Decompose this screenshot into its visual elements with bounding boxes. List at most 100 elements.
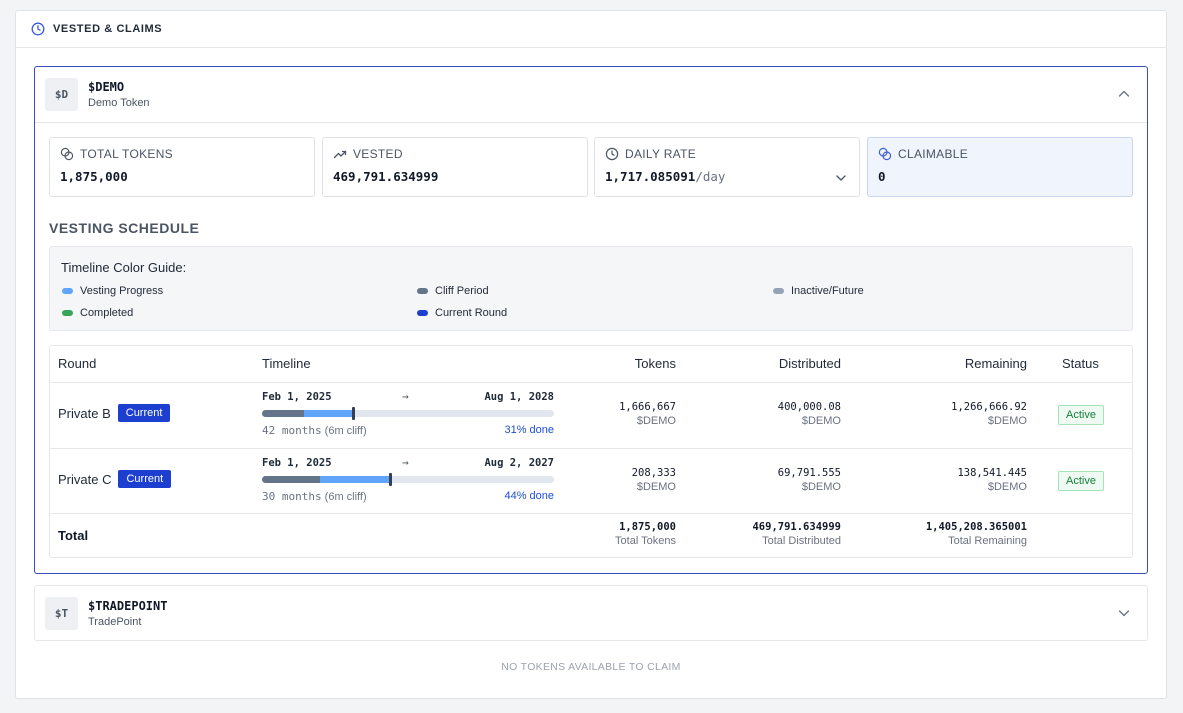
remaining-unit: $DEMO [987, 415, 1027, 427]
legend-cliff-period: Cliff Period [417, 285, 489, 297]
legend-swatch [773, 288, 784, 294]
legend-completed: Completed [62, 307, 133, 319]
chevron-down-icon[interactable] [835, 172, 847, 184]
legend-vesting-progress: Vesting Progress [62, 285, 163, 297]
total-distributed-sub: Total Distributed [762, 535, 841, 547]
legend-swatch [417, 288, 428, 294]
bar-cliff-segment [262, 410, 304, 417]
total-remaining-cell: 1,405,208.365001 Total Remaining [926, 521, 1027, 547]
chevron-down-icon[interactable] [1117, 606, 1131, 620]
divider [50, 382, 1132, 383]
distributed-cell: 400,000.08 $DEMO [778, 401, 841, 427]
legend-label: Inactive/Future [791, 285, 864, 297]
stat-label: DAILY RATE [625, 147, 697, 161]
token-name: TradePoint [88, 615, 142, 628]
distributed-cell: 69,791.555 $DEMO [778, 467, 841, 493]
bar-current-marker [389, 473, 393, 486]
stat-value: 1,875,000 [60, 169, 128, 184]
stat-total-tokens: TOTAL TOKENS 1,875,000 [49, 137, 315, 197]
stat-claimable: CLAIMABLE 0 [867, 137, 1133, 197]
stat-vested: VESTED 469,791.634999 [322, 137, 588, 197]
timeline-cliff: (6m cliff) [324, 491, 367, 503]
total-tokens-cell: 1,875,000 Total Tokens [615, 521, 676, 547]
token-name: Demo Token [88, 97, 150, 109]
timeline-duration: 30 months [262, 490, 322, 503]
panel-header: VESTED & CLAIMS [16, 11, 1166, 48]
legend-label: Current Round [435, 307, 508, 319]
total-tokens-value: 1,875,000 [619, 521, 676, 533]
trending-up-icon [333, 147, 347, 161]
divider [50, 513, 1132, 514]
timeline-bar [262, 407, 554, 420]
bar-cliff-segment [262, 476, 321, 483]
arrow-right-icon: → [402, 456, 409, 469]
timeline-progress-text: 31% done [504, 424, 554, 436]
stat-label: VESTED [353, 147, 403, 161]
remaining-unit: $DEMO [987, 481, 1027, 493]
col-header-remaining: Remaining [964, 356, 1027, 371]
legend-current-round: Current Round [417, 307, 507, 319]
vested-claims-panel: VESTED & CLAIMS $D $DEMO Demo Token TOTA… [15, 10, 1167, 699]
stat-label: TOTAL TOKENS [80, 147, 173, 161]
legend-swatch [417, 310, 428, 316]
stat-value: 1,717.085091 [605, 169, 696, 184]
stats-row: TOTAL TOKENS 1,875,000 VESTED 469,791.63… [49, 137, 1133, 197]
timeline-progress-text: 44% done [504, 490, 554, 502]
legend-swatch [62, 288, 73, 294]
timeline-cliff: (6m cliff) [324, 425, 367, 437]
tokens-value: 1,666,667 [619, 401, 676, 413]
distributed-value: 69,791.555 [777, 467, 841, 479]
clock-icon [31, 22, 45, 36]
total-tokens-sub: Total Tokens [615, 535, 676, 547]
timeline-bar [262, 473, 554, 486]
tokens-unit: $DEMO [636, 481, 676, 493]
remaining-cell: 138,541.445 $DEMO [957, 467, 1027, 493]
stat-value: 0 [878, 169, 886, 184]
total-remaining-value: 1,405,208.365001 [925, 521, 1027, 533]
timeline-start: Feb 1, 2025 [262, 391, 332, 403]
tokens-unit: $DEMO [636, 415, 676, 427]
distributed-unit: $DEMO [801, 481, 841, 493]
total-distributed-value: 469,791.634999 [752, 521, 841, 533]
legend-inactive-future: Inactive/Future [773, 285, 864, 297]
clock-icon [605, 147, 619, 161]
token-card-demo: $D $DEMO Demo Token TOTAL TOKENS 1,875,0… [34, 66, 1148, 574]
legend-label: Vesting Progress [80, 285, 164, 297]
round-name: Private C [58, 471, 112, 487]
stat-unit: /day [695, 169, 726, 184]
timeline-cell: Feb 1, 2025 → Aug 1, 2028 42 months (6m … [262, 390, 554, 437]
arrow-right-icon: → [402, 390, 409, 403]
col-header-status: Status [1062, 356, 1099, 371]
token-card-header[interactable]: $D $DEMO Demo Token [35, 67, 1147, 123]
distributed-value: 400,000.08 [777, 401, 841, 413]
guide-title: Timeline Color Guide: [61, 260, 187, 275]
stat-daily-rate[interactable]: DAILY RATE 1,717.085091/day [594, 137, 860, 197]
round-name: Private B [58, 405, 111, 421]
stat-value: 469,791.634999 [333, 169, 439, 184]
token-avatar: $D [45, 78, 78, 111]
bar-progress-segment [320, 476, 391, 483]
timeline-duration: 42 months [262, 424, 322, 437]
status-badge: Active [1058, 405, 1104, 425]
col-header-round: Round [58, 356, 97, 371]
current-badge: Current [118, 470, 172, 488]
bar-current-marker [351, 407, 355, 420]
remaining-value: 138,541.445 [957, 467, 1027, 479]
coins-icon [878, 147, 892, 161]
col-header-timeline: Timeline [262, 356, 311, 371]
stat-label: CLAIMABLE [898, 147, 969, 161]
total-remaining-sub: Total Remaining [948, 535, 1027, 547]
col-header-distributed: Distributed [778, 356, 841, 371]
divider [50, 448, 1132, 449]
legend-label: Completed [80, 307, 134, 319]
vesting-table: Round Timeline Tokens Distributed Remain… [49, 345, 1133, 558]
token-card-tradepoint[interactable]: $T $TRADEPOINT TradePoint [34, 585, 1148, 641]
token-avatar: $T [45, 596, 78, 630]
tokens-value: 208,333 [631, 467, 676, 479]
timeline-color-guide: Timeline Color Guide: Vesting Progress C… [49, 246, 1133, 331]
remaining-cell: 1,266,666.92 $DEMO [951, 401, 1027, 427]
token-symbol: $TRADEPOINT [88, 598, 168, 613]
chevron-up-icon[interactable] [1117, 87, 1131, 101]
remaining-value: 1,266,666.92 [951, 401, 1027, 413]
total-label: Total [58, 528, 89, 543]
